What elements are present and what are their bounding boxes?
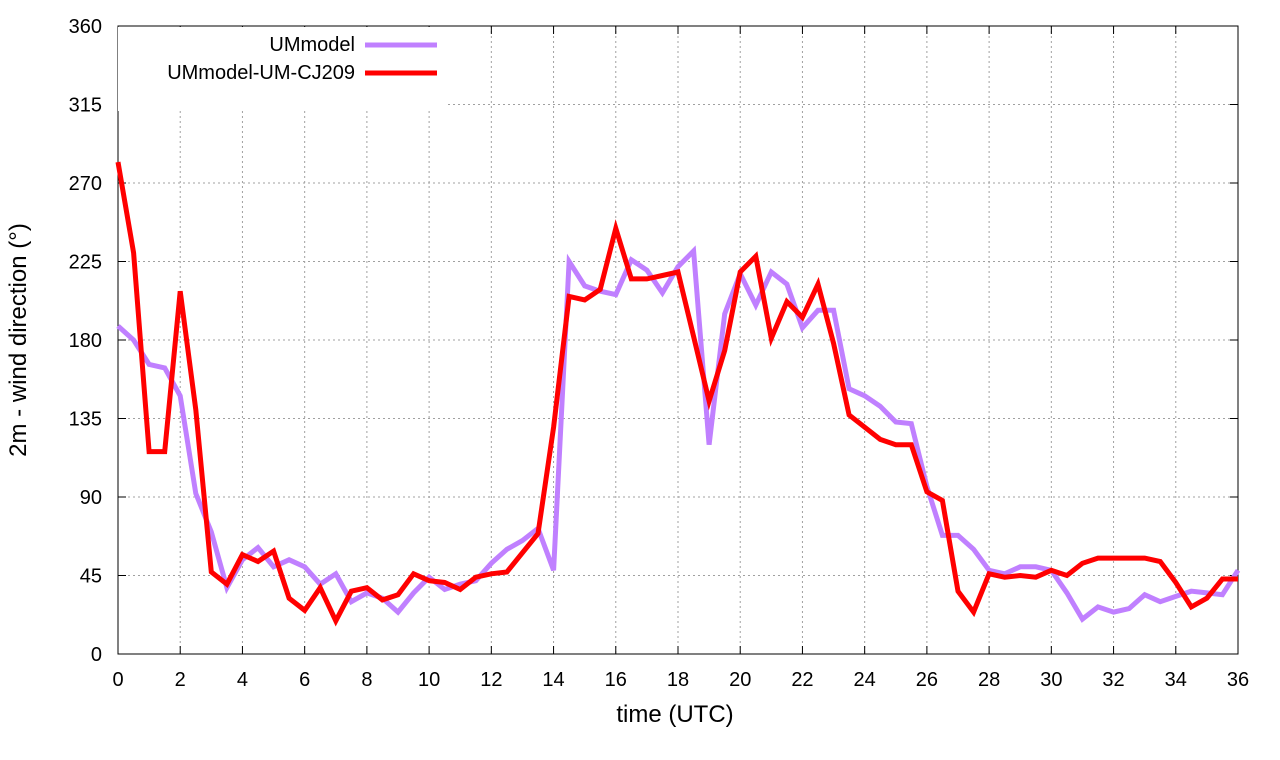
x-tick-label: 24 xyxy=(854,669,876,691)
y-tick-label: 315 xyxy=(69,95,102,117)
y-tick-label: 0 xyxy=(91,644,102,666)
x-tick-label: 4 xyxy=(237,669,248,691)
y-tick-label: 135 xyxy=(69,409,102,431)
legend-label-ummodel-um-cj209: UMmodel-UM-CJ209 xyxy=(167,62,355,84)
x-tick-label: 2 xyxy=(175,669,186,691)
x-tick-label: 12 xyxy=(480,669,502,691)
x-tick-label: 18 xyxy=(667,669,689,691)
x-tick-label: 26 xyxy=(916,669,938,691)
legend-background xyxy=(118,27,448,111)
x-tick-label: 22 xyxy=(791,669,813,691)
x-tick-label: 34 xyxy=(1165,669,1187,691)
x-tick-label: 16 xyxy=(605,669,627,691)
x-tick-label: 6 xyxy=(299,669,310,691)
y-tick-label: 270 xyxy=(69,173,102,195)
x-tick-label: 32 xyxy=(1102,669,1124,691)
series-line-ummodel-um-cj209 xyxy=(115,161,1238,627)
x-tick-label: 0 xyxy=(112,669,123,691)
x-axis-title: time (UTC) xyxy=(616,701,733,728)
x-tick-label: 36 xyxy=(1227,669,1249,691)
y-axis-title: 2m - wind direction (°) xyxy=(5,223,32,457)
plot-frame xyxy=(117,25,1239,655)
legend-label-ummodel: UMmodel xyxy=(269,34,355,56)
series-lines xyxy=(115,161,1241,627)
y-tick-label: 45 xyxy=(80,566,102,588)
x-tick-label: 20 xyxy=(729,669,751,691)
y-tick-label: 360 xyxy=(69,16,102,38)
y-tick-label: 180 xyxy=(69,330,102,352)
y-tick-label: 225 xyxy=(69,252,102,274)
legend: UMmodel UMmodel-UM-CJ209 xyxy=(118,27,448,111)
x-tick-label: 28 xyxy=(978,669,1000,691)
x-tick-label: 30 xyxy=(1040,669,1062,691)
x-tick-label: 14 xyxy=(542,669,564,691)
x-tick-label: 10 xyxy=(418,669,440,691)
x-tick-label: 8 xyxy=(361,669,372,691)
y-tick-label: 90 xyxy=(80,487,102,509)
